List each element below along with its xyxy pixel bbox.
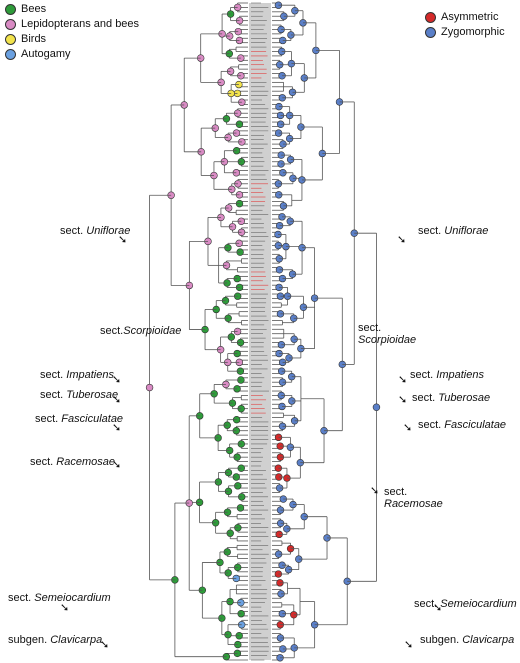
pointer-arrow-icon: ➘	[433, 602, 443, 614]
right-sect-uniflorae: sect. Uniflorae	[418, 225, 488, 237]
legend-label: Zygomorphic	[441, 26, 505, 38]
left-sect-uniflorae: sect. Uniflorae	[60, 225, 130, 237]
sect-name: Impatiens	[66, 369, 114, 381]
right-sect-impatiens: sect. Impatiens	[410, 369, 484, 381]
pointer-arrow-icon: ➘	[398, 394, 408, 406]
left-sect-fasciculatae: sect. Fasciculatae	[35, 413, 123, 425]
right-sect-tuberosae: sect. Tuberosae	[412, 392, 490, 404]
sect-name: Clavicarpa	[50, 634, 103, 646]
birds-swatch-icon	[5, 34, 16, 45]
sect-name: Impatiens	[436, 369, 484, 381]
legend-label: Autogamy	[21, 48, 71, 60]
symmetry-node	[372, 403, 381, 411]
sect-name: Fasciculatae	[444, 419, 507, 431]
sect-name: Racemosae	[56, 456, 115, 468]
pointer-arrow-icon: ➘	[370, 485, 380, 497]
legend-label: Lepidopterans and bees	[21, 18, 140, 30]
legend-item-bees: Bees	[5, 2, 139, 17]
autogamy-swatch-icon	[5, 49, 16, 60]
right-subgen-clavicarpa: subgen. Clavicarpa	[420, 634, 514, 646]
legend-item-lepidopterans: Lepidopterans and bees	[5, 17, 139, 32]
pointer-arrow-icon: ➘	[60, 602, 70, 614]
left-subgen-clavicarpa: subgen. Clavicarpa	[8, 634, 102, 646]
pointer-arrow-icon: ➘	[398, 374, 408, 386]
sect-prefix: subgen.	[420, 634, 460, 646]
right-sect-racemosae: sect. Racemosae	[384, 486, 443, 510]
sect-name: Uniflorae	[444, 225, 489, 237]
sect-prefix: sect.	[384, 486, 408, 498]
sect-prefix: sect.	[60, 225, 84, 237]
sect-name: Scorpioidae	[123, 325, 182, 337]
left-sect-impatiens: sect. Impatiens	[40, 369, 114, 381]
asymmetric-swatch-icon	[425, 12, 436, 23]
pointer-arrow-icon: ➘	[112, 422, 122, 434]
sect-name: Uniflorae	[86, 225, 131, 237]
sect-name: Fasciculatae	[61, 413, 124, 425]
pointer-arrow-icon: ➘	[397, 234, 407, 246]
sect-prefix: sect.	[358, 322, 382, 334]
left-sect-racemosae: sect. Racemosae	[30, 456, 115, 468]
legend-item-birds: Birds	[5, 32, 139, 47]
sect-prefix: subgen.	[8, 634, 48, 646]
right-sect-semeiocardium: sect. Semeiocardium	[414, 598, 517, 610]
pointer-arrow-icon: ➘	[112, 459, 122, 471]
pointer-arrow-icon: ➘	[112, 374, 122, 386]
sect-prefix: sect.	[410, 369, 434, 381]
left-sect-semeiocardium: sect. Semeiocardium	[8, 592, 111, 604]
sect-name: Clavicarpa	[462, 634, 515, 646]
sect-prefix: sect.	[35, 413, 59, 425]
legend-label: Birds	[21, 33, 47, 45]
legend-label: Bees	[21, 3, 47, 15]
legend-item-asymmetric: Asymmetric	[425, 10, 505, 25]
lepidopterans-swatch-icon	[5, 19, 16, 30]
pointer-arrow-icon: ➘	[118, 234, 128, 246]
sect-name: Tuberosae	[66, 389, 119, 401]
sect-prefix: sect.	[100, 325, 124, 337]
bees-swatch-icon	[5, 4, 16, 15]
left-sect-tuberosae: sect. Tuberosae	[40, 389, 118, 401]
right-sect-fasciculatae: sect. Fasciculatae	[418, 419, 506, 431]
sect-name: Scorpioidae	[358, 334, 417, 346]
sect-prefix: sect.	[40, 389, 64, 401]
sect-name: Semeiocardium	[34, 592, 111, 604]
zygomorphic-swatch-icon	[425, 27, 436, 38]
symmetry-legend: Asymmetric Zygomorphic	[425, 10, 505, 40]
sect-prefix: sect.	[418, 419, 442, 431]
sect-prefix: sect.	[412, 392, 436, 404]
sect-name: Tuberosae	[438, 392, 491, 404]
pointer-arrow-icon: ➘	[403, 422, 413, 434]
sect-prefix: sect.	[414, 598, 438, 610]
sect-name: Semeiocardium	[440, 598, 517, 610]
pointer-arrow-icon: ➘	[100, 639, 110, 651]
sect-name: Racemosae	[384, 498, 443, 510]
legend-item-autogamy: Autogamy	[5, 47, 139, 62]
legend-item-zygomorphic: Zygomorphic	[425, 25, 505, 40]
left-sect-scorpioidae: sect.Scorpioidae	[100, 325, 181, 337]
right-sect-scorpioidae: sect. Scorpioidae	[358, 322, 416, 346]
sect-prefix: sect.	[418, 225, 442, 237]
pollinator-legend: Bees Lepidopterans and bees Birds Autoga…	[5, 2, 139, 62]
legend-label: Asymmetric	[441, 11, 499, 23]
pollinator-node	[145, 383, 154, 392]
pointer-arrow-icon: ➘	[112, 394, 122, 406]
sect-prefix: sect.	[40, 369, 64, 381]
pointer-arrow-icon: ➘	[404, 639, 414, 651]
sect-prefix: sect.	[30, 456, 54, 468]
sect-prefix: sect.	[8, 592, 32, 604]
